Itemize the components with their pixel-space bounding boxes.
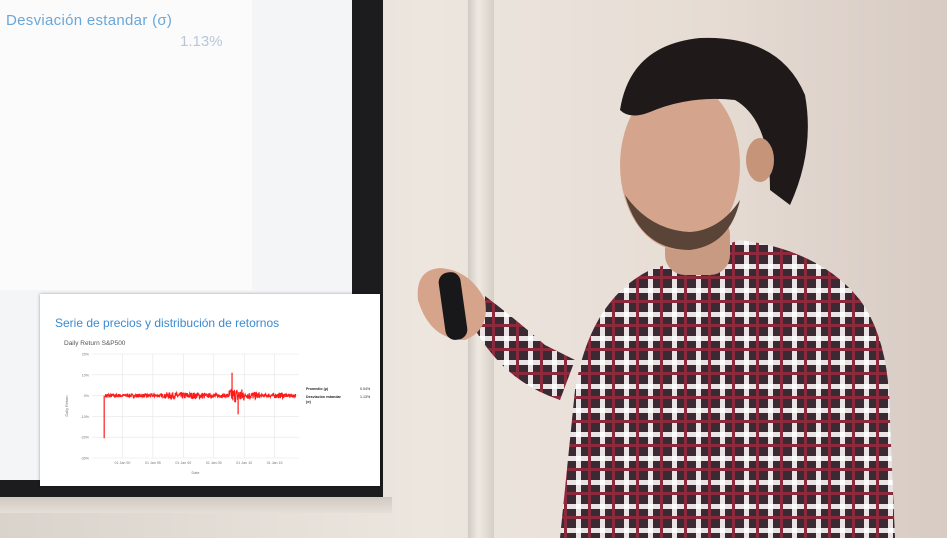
x-tick-label: 01 Jan 95: [145, 461, 161, 465]
return-chart: Daily Return S&P500 20% 10% 0% -10% -20% -30% 0…: [64, 340, 299, 475]
x-tick-label: 01 Jan 90: [115, 461, 131, 465]
inset-title: Serie de precios y distribución de retor…: [55, 316, 280, 330]
x-tick-label: 01 Jan 00: [175, 461, 191, 465]
x-axis-label: Date: [191, 471, 199, 475]
presenter-face: [620, 80, 740, 250]
presenter-beard: [625, 195, 740, 250]
door-frame: [468, 0, 494, 538]
y-tick-label: -30%: [81, 457, 90, 461]
x-tick-label: 01 Jan 10: [236, 461, 252, 465]
presenter-shirt: [560, 240, 895, 538]
presenter-hair: [620, 37, 808, 205]
stat-value: 1.13%: [360, 395, 371, 399]
stat-label: Desviación estandar (σ): [306, 395, 341, 404]
x-tick-label: 01 Jan 05: [206, 461, 222, 465]
stat-row-mean: Promedio (μ) 0.04%: [306, 387, 376, 395]
projected-slide: Desviación estandar (σ) 1.13%: [0, 0, 252, 290]
y-axis-label: Daily Return: [65, 396, 69, 417]
series-line: [104, 388, 297, 403]
stat-row-std: Desviación estandar (σ) 1.13%: [306, 395, 376, 404]
slide-std-label: Desviación estandar (σ): [6, 12, 173, 29]
stat-value: 0.04%: [360, 387, 371, 391]
screen-ledge: [0, 497, 392, 513]
y-tick-label: -10%: [81, 415, 90, 419]
stat-label: Promedio (μ): [306, 387, 329, 391]
slide-std-value: 1.13%: [180, 33, 223, 50]
presenter-ear: [746, 138, 774, 182]
chart-inset: Serie de precios y distribución de retor…: [40, 294, 380, 486]
y-tick-label: 20%: [82, 353, 90, 357]
chart-title: Daily Return S&P500: [64, 340, 126, 347]
y-tick-label: -20%: [81, 436, 90, 440]
y-tick-label: 0%: [84, 394, 90, 398]
clicker-remote: [438, 272, 468, 340]
x-tick-label: 01 Jan 15: [267, 461, 283, 465]
stats-block: Promedio (μ) 0.04% Desviación estandar (…: [306, 387, 376, 404]
y-tick-label: 10%: [82, 373, 90, 377]
